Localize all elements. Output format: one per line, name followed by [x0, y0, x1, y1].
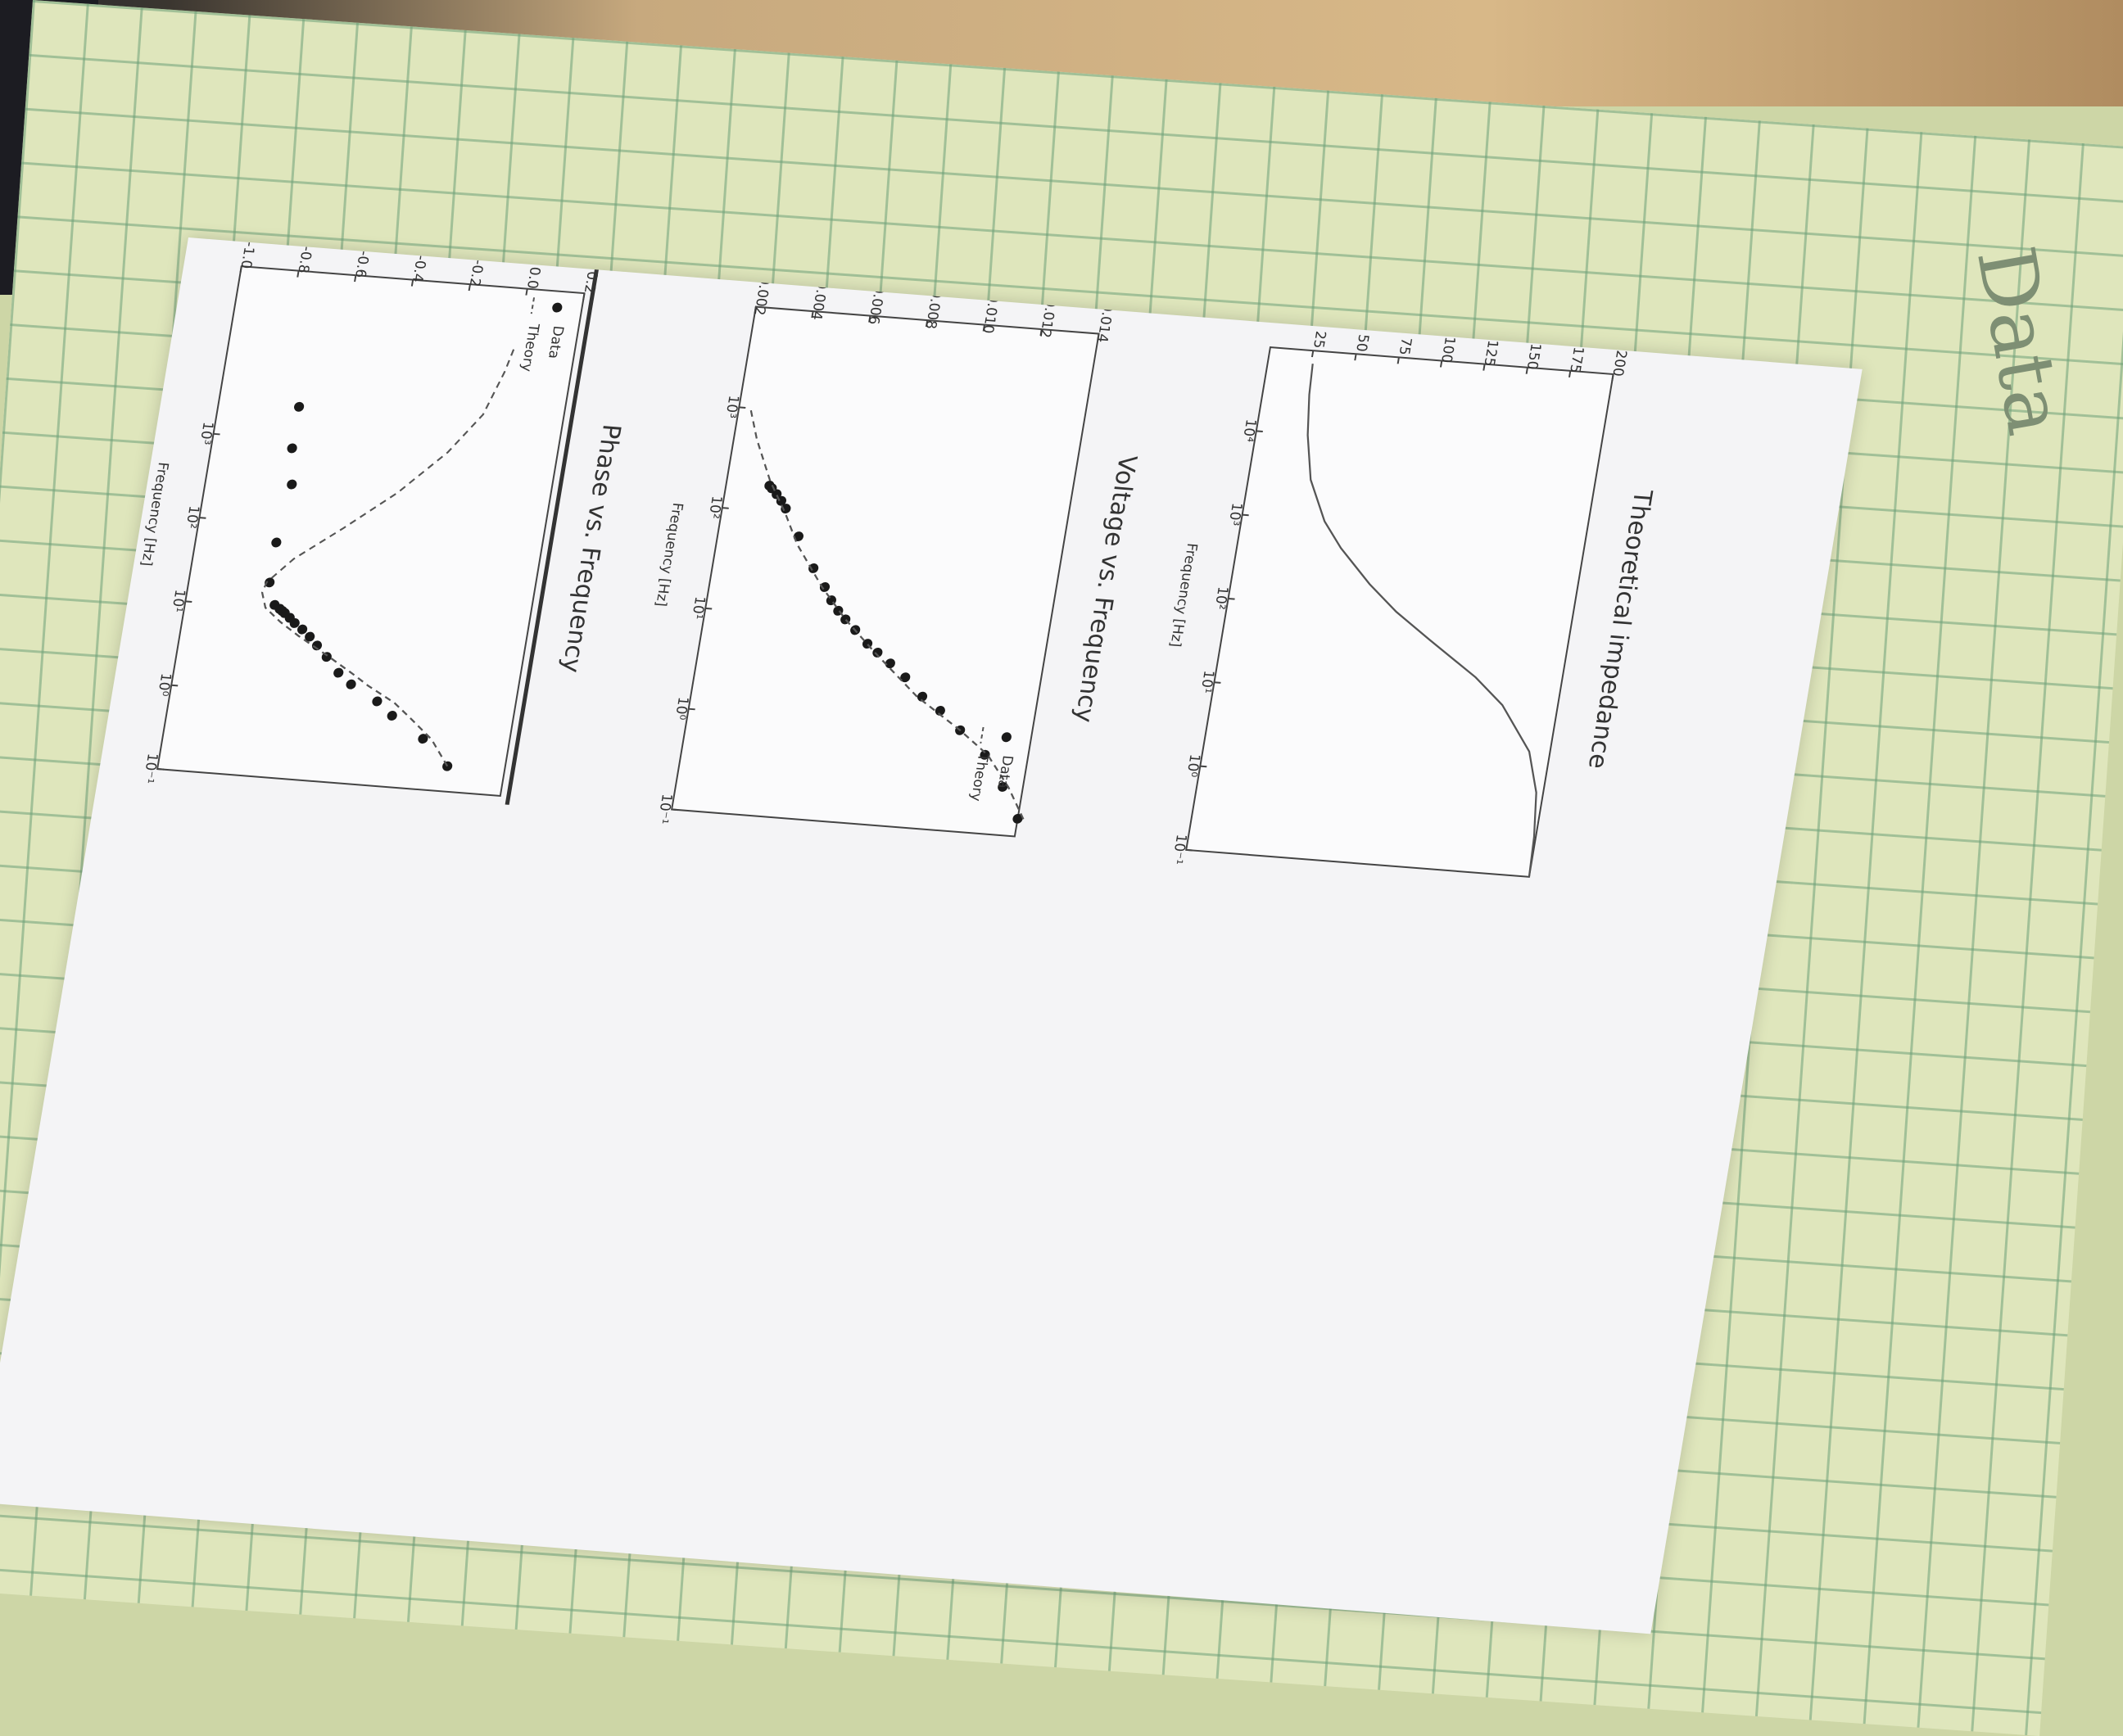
- y-tick-mark: [1355, 354, 1356, 360]
- y-tick-label: 0.0: [523, 266, 543, 289]
- y-tick-mark: [1312, 350, 1313, 357]
- y-tick-label: 175: [1566, 346, 1587, 374]
- y-tick-label: 125: [1480, 339, 1501, 367]
- x-tick-label: 10¹: [168, 589, 188, 613]
- y-tick-label: 150: [1523, 342, 1544, 370]
- chart-0: Phase vs. FrequencyFrequency [Hz]10⁻¹10⁰…: [102, 237, 651, 816]
- y-tick-mark: [583, 293, 584, 300]
- y-tick-label: -0.6: [351, 251, 372, 278]
- chart-title: Voltage vs. Frequency: [1069, 454, 1142, 724]
- x-tick-label: 10⁻¹: [1168, 834, 1189, 866]
- y-tick-label: 100: [1437, 336, 1458, 364]
- y-tick-label: -0.8: [294, 246, 315, 274]
- x-tick-label: 10⁴: [1238, 418, 1259, 443]
- x-tick-label: 10³: [1224, 502, 1245, 527]
- x-axis-label: Frequency [Hz]: [652, 502, 686, 607]
- y-tick-label: 200: [1609, 350, 1629, 377]
- y-tick-label: 50: [1352, 333, 1371, 352]
- x-tick-label: 10²: [1211, 585, 1231, 610]
- x-tick-label: 10²: [182, 505, 202, 530]
- x-tick-label: 10²: [704, 495, 725, 520]
- y-tick-mark: [526, 289, 527, 296]
- x-tick-label: 10⁰: [1183, 753, 1203, 778]
- y-tick-label: 75: [1395, 337, 1414, 355]
- x-tick-label: 10⁻¹: [139, 753, 161, 784]
- x-tick-label: 10¹: [688, 595, 708, 620]
- chart-title: Theoretical impedance: [1582, 488, 1658, 770]
- x-tick-label: 10⁻¹: [654, 793, 675, 825]
- y-tick-label: -0.4: [409, 255, 429, 283]
- x-tick-label: 10¹: [1197, 670, 1217, 694]
- x-tick-label: 10³: [196, 421, 216, 445]
- x-tick-label: 10³: [722, 395, 742, 419]
- plot-frame: [672, 307, 1098, 837]
- y-tick-label: -1.0: [237, 242, 257, 269]
- x-tick-label: 10⁰: [154, 672, 174, 697]
- y-tick-label: 25: [1310, 330, 1329, 349]
- x-tick-label: 10⁰: [671, 696, 691, 721]
- x-axis-label: Frequency [Hz]: [1166, 542, 1200, 647]
- y-tick-mark: [1398, 357, 1399, 364]
- printed-sheet: Phase vs. Frequency Frequency [Hz] 10⁻¹ 10⁰…: [0, 237, 1863, 1634]
- y-tick-label: -0.2: [466, 260, 487, 287]
